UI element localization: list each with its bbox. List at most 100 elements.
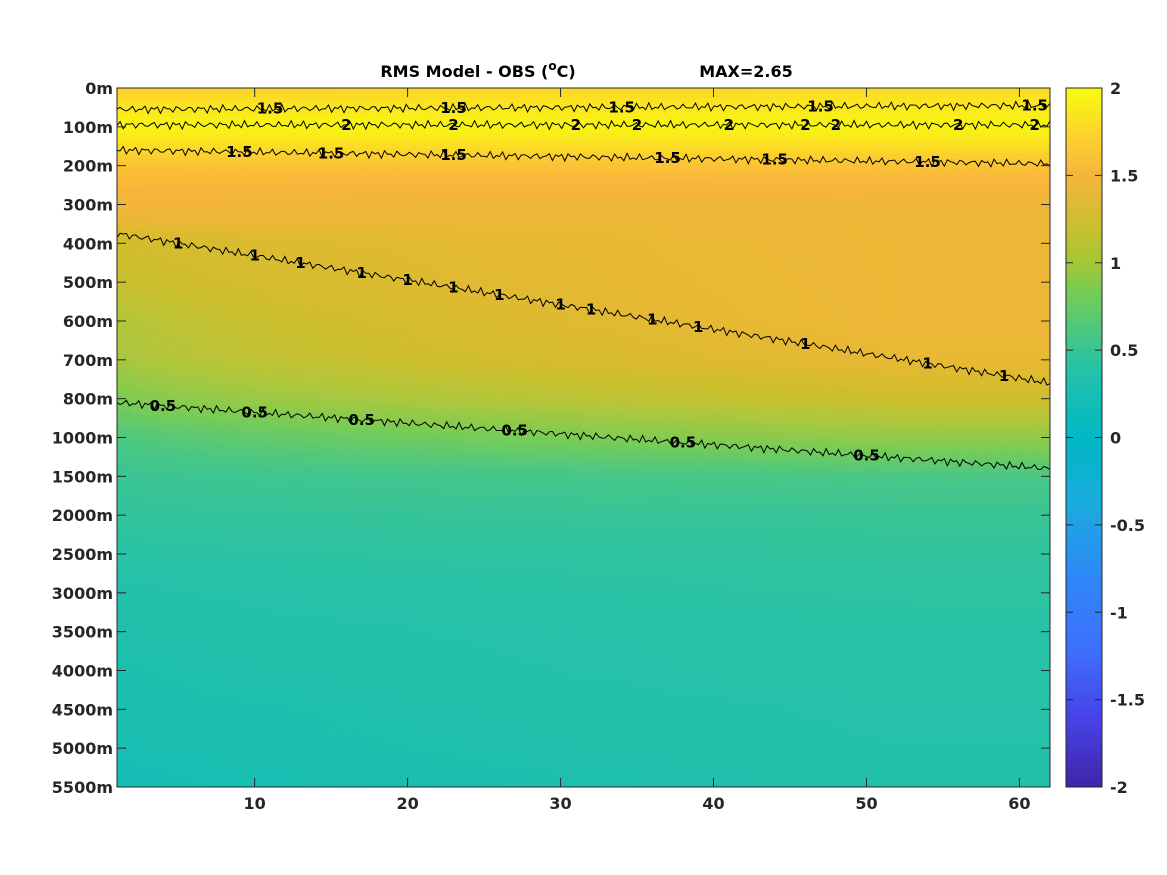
heatmap-cell [319, 287, 336, 294]
heatmap-cell [256, 432, 274, 439]
heatmap-cell [117, 212, 134, 219]
heatmap-cell [396, 732, 414, 738]
heatmap-cell [365, 427, 382, 434]
heatmap-cell [645, 517, 662, 523]
heatmap-cell [132, 232, 149, 239]
heatmap-cell [396, 582, 414, 588]
heatmap-cell [256, 252, 274, 259]
heatmap-cell [443, 567, 460, 573]
heatmap-cell [148, 187, 165, 194]
heatmap-cell [225, 402, 242, 409]
heatmap-cell [225, 357, 242, 364]
heatmap-cell [288, 237, 305, 244]
heatmap-cell [210, 327, 227, 334]
heatmap-cell [163, 597, 180, 603]
heatmap-cell [661, 107, 678, 114]
heatmap-cell [459, 667, 476, 673]
heatmap-cell [459, 252, 476, 259]
heatmap-cell [225, 557, 242, 563]
heatmap-cell [319, 102, 336, 109]
heatmap-cell [614, 197, 631, 204]
heatmap-cell [443, 107, 460, 114]
heatmap-cell [459, 442, 476, 449]
heatmap-cell [303, 517, 320, 523]
heatmap-cell [132, 462, 149, 469]
heatmap-cell [645, 442, 662, 449]
heatmap-cell [132, 362, 149, 369]
heatmap-cell [599, 337, 616, 344]
heatmap-cell [350, 202, 367, 209]
heatmap-cell [614, 237, 631, 244]
heatmap-cell [194, 647, 211, 653]
heatmap-cell [521, 727, 538, 733]
heatmap-cell [334, 137, 351, 144]
heatmap-cell [225, 627, 242, 633]
heatmap-cell [194, 257, 211, 264]
heatmap-cell [412, 602, 429, 608]
heatmap-cell [599, 632, 616, 638]
heatmap-cell [334, 292, 351, 299]
heatmap-cell [225, 657, 242, 663]
heatmap-cell [225, 237, 242, 244]
heatmap-cell [490, 762, 507, 768]
heatmap-cell [241, 492, 258, 499]
heatmap-cell [614, 722, 631, 728]
heatmap-cell [396, 697, 414, 703]
heatmap-cell [443, 672, 460, 678]
heatmap-cell [536, 777, 553, 783]
heatmap-cell [645, 297, 662, 304]
heatmap-cell [194, 192, 211, 199]
heatmap-cell [319, 372, 336, 379]
heatmap-cell [536, 197, 553, 204]
heatmap-cell [350, 767, 367, 773]
heatmap-cell [381, 712, 398, 718]
heatmap-cell [505, 117, 522, 124]
heatmap-cell [319, 702, 336, 708]
heatmap-cell [210, 362, 227, 369]
heatmap-cell [194, 672, 211, 678]
heatmap-cell [194, 157, 211, 164]
heatmap-cell [381, 497, 398, 503]
heatmap-cell [365, 742, 382, 748]
heatmap-cell [521, 782, 538, 787]
heatmap-cell [505, 732, 522, 738]
heatmap-cell [645, 202, 662, 209]
heatmap-cell [194, 267, 211, 274]
heatmap-cell [443, 657, 460, 663]
heatmap-cell [567, 307, 585, 314]
heatmap-cell [614, 572, 631, 578]
heatmap-cell [552, 702, 569, 708]
heatmap-cell [303, 487, 320, 494]
heatmap-cell [163, 142, 180, 149]
heatmap-cell [396, 577, 414, 583]
heatmap-cell [117, 497, 134, 503]
heatmap-cell [459, 607, 476, 613]
heatmap-cell [567, 587, 585, 593]
heatmap-cell [288, 462, 305, 469]
heatmap-cell [132, 707, 149, 713]
heatmap-cell [272, 722, 289, 728]
heatmap-cell [490, 232, 507, 239]
heatmap-cell [505, 267, 522, 274]
heatmap-cell [599, 507, 616, 513]
heatmap-cell [334, 452, 351, 459]
heatmap-cell [459, 272, 476, 279]
heatmap-cell [396, 107, 414, 114]
heatmap-cell [536, 172, 553, 179]
heatmap-cell [334, 152, 351, 159]
heatmap-cell [474, 107, 491, 114]
heatmap-cell [521, 752, 538, 758]
heatmap-cell [645, 577, 662, 583]
heatmap-cell [459, 702, 476, 708]
heatmap-cell [365, 477, 382, 484]
heatmap-cell [396, 132, 414, 139]
heatmap-cell [303, 222, 320, 229]
heatmap-cell [505, 157, 522, 164]
heatmap-cell [567, 467, 585, 474]
heatmap-cell [334, 477, 351, 484]
heatmap-cell [459, 677, 476, 683]
heatmap-cell [459, 602, 476, 608]
heatmap-cell [645, 162, 662, 169]
heatmap-cell [490, 612, 507, 618]
heatmap-cell [319, 197, 336, 204]
